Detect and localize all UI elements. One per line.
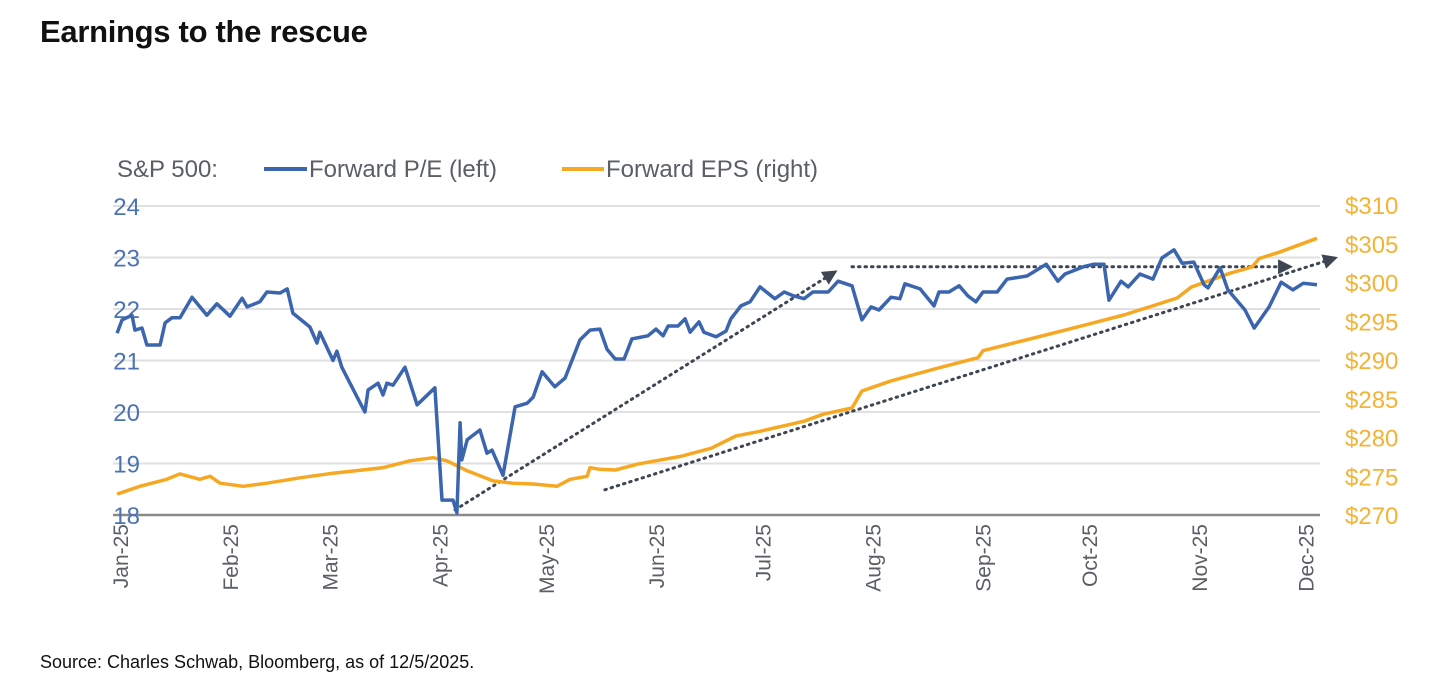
- x-tick-label: Feb-25: [220, 524, 243, 591]
- legend: S&P 500: Forward P/E (left) Forward EPS …: [117, 156, 818, 183]
- x-tick-label: Sep-25: [973, 524, 996, 592]
- chart-title: Earnings to the rescue: [40, 14, 368, 49]
- series-line-forward-pe: [115, 248, 1318, 515]
- y-left-tick-label: 19: [113, 452, 140, 479]
- legend-label-eps: Forward EPS (right): [606, 156, 818, 183]
- y-left-tick-label: 18: [113, 503, 140, 530]
- y-left-tick-label: 22: [113, 297, 140, 324]
- series-line-forward-eps: [116, 236, 1318, 496]
- y-left-tick-label: 21: [113, 349, 140, 376]
- y-left-tick-label: 24: [113, 194, 140, 221]
- source-note: Source: Charles Schwab, Bloomberg, as of…: [40, 652, 475, 672]
- y-right-tick-label: $295: [1345, 309, 1398, 336]
- y-left-tick-label: 20: [113, 400, 140, 427]
- trend-arrow: [453, 270, 838, 512]
- x-tick-label: Mar-25: [319, 524, 342, 591]
- x-tick-label: Nov-25: [1189, 524, 1212, 592]
- y-right-tick-label: $305: [1345, 232, 1398, 259]
- x-tick-label: Jan-25: [110, 524, 133, 588]
- y-right-tick-label: $275: [1345, 464, 1398, 491]
- x-tick-label: Jul-25: [753, 524, 776, 581]
- y-right-tick-label: $285: [1345, 387, 1398, 414]
- trend-arrow: [603, 254, 1338, 492]
- x-tick-label: Apr-25: [430, 524, 453, 587]
- legend-label-pe: Forward P/E (left): [309, 156, 497, 183]
- y-right-tick-label: $300: [1345, 271, 1398, 298]
- x-tick-label: Dec-25: [1296, 524, 1319, 592]
- y-right-tick-label: $270: [1345, 503, 1398, 530]
- y-right-tick-label: $280: [1345, 426, 1398, 453]
- y-right-tick-label: $290: [1345, 348, 1398, 375]
- y-left-tick-label: 23: [113, 246, 140, 273]
- x-tick-label: Jun-25: [646, 524, 669, 588]
- y-right-tick-label: $310: [1345, 193, 1398, 220]
- legend-prefix: S&P 500:: [117, 156, 218, 183]
- x-tick-label: Oct-25: [1079, 524, 1102, 587]
- x-tick-label: Aug-25: [863, 524, 886, 592]
- x-tick-label: May-25: [536, 524, 559, 594]
